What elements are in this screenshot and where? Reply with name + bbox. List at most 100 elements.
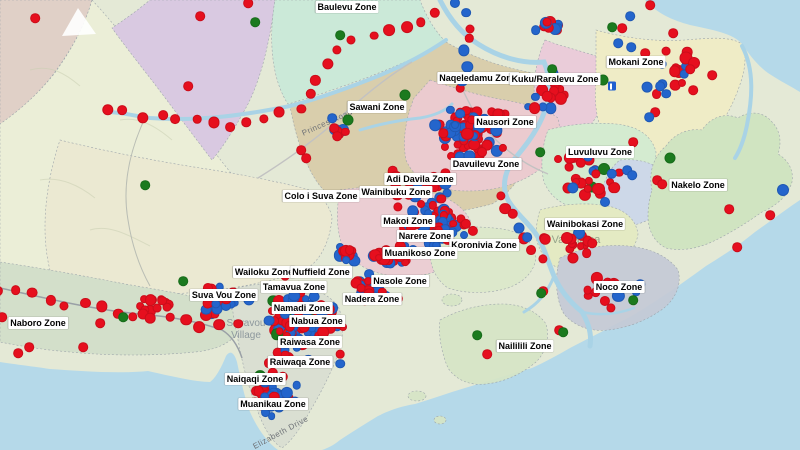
map-point-red[interactable] <box>145 313 156 324</box>
map-point-red[interactable] <box>549 85 560 96</box>
map-point-red[interactable] <box>298 321 310 333</box>
map-point-red[interactable] <box>599 296 610 307</box>
map-point-red[interactable] <box>305 88 317 100</box>
map-point-red[interactable] <box>572 178 581 187</box>
map-point-red[interactable] <box>401 21 414 34</box>
map-point-red[interactable] <box>441 142 450 151</box>
map-point-blue[interactable] <box>308 291 320 303</box>
map-point-blue[interactable] <box>303 328 312 337</box>
map-point-blue[interactable] <box>572 226 585 239</box>
map-point-red[interactable] <box>457 140 470 153</box>
map-point-red[interactable] <box>213 318 225 331</box>
map-point-red[interactable] <box>539 233 551 245</box>
map-point-red[interactable] <box>565 244 575 254</box>
map-point-blue[interactable] <box>644 112 654 122</box>
map-point-red[interactable] <box>453 140 463 150</box>
map-point-green[interactable] <box>586 181 598 193</box>
map-point-green[interactable] <box>535 147 545 157</box>
map-point-red[interactable] <box>651 89 662 100</box>
map-point-red[interactable] <box>339 323 348 332</box>
map-point-blue[interactable] <box>622 165 632 175</box>
map-point-green[interactable] <box>598 162 611 175</box>
map-point-blue[interactable] <box>406 205 419 218</box>
map-point-red[interactable] <box>652 175 662 185</box>
map-point-red[interactable] <box>542 90 553 102</box>
map-point-red[interactable] <box>608 181 621 194</box>
map-point-blue[interactable] <box>444 126 457 139</box>
map-point-red[interactable] <box>322 58 334 70</box>
map-point-blue[interactable] <box>312 322 324 333</box>
map-point-red[interactable] <box>78 342 88 352</box>
map-point-red[interactable] <box>258 382 270 395</box>
map-point-green[interactable] <box>250 17 260 27</box>
map-point-red[interactable] <box>95 318 105 328</box>
map-point-red[interactable] <box>617 23 627 33</box>
map-point-blue[interactable] <box>308 330 317 338</box>
map-point-blue[interactable] <box>530 25 541 35</box>
map-point-red[interactable] <box>707 70 717 80</box>
map-point-red[interactable] <box>487 107 497 117</box>
map-point-red[interactable] <box>26 287 38 299</box>
map-point-red[interactable] <box>45 295 57 306</box>
map-point-blue[interactable] <box>513 222 525 234</box>
map-point-blue[interactable] <box>451 131 463 142</box>
map-point-blue[interactable] <box>446 105 455 114</box>
map-point-green[interactable] <box>597 74 609 86</box>
map-point-red[interactable] <box>378 287 387 297</box>
map-point-red[interactable] <box>259 113 269 124</box>
map-point-blue[interactable] <box>211 299 221 309</box>
map-point-red[interactable] <box>128 312 138 322</box>
map-point-red[interactable] <box>80 298 91 309</box>
map-point-red[interactable] <box>241 117 251 127</box>
map-point-blue[interactable] <box>327 113 337 123</box>
map-point-red[interactable] <box>162 302 172 312</box>
map-point-red[interactable] <box>556 85 565 94</box>
map-point-blue[interactable] <box>777 184 789 196</box>
map-point-blue[interactable] <box>285 327 296 338</box>
map-point-red[interactable] <box>465 24 475 34</box>
map-point-green[interactable] <box>628 295 638 305</box>
map-point-red[interactable] <box>158 110 169 121</box>
map-point-blue[interactable] <box>424 209 432 218</box>
map-point-red[interactable] <box>152 303 162 313</box>
map-point-red[interactable] <box>606 303 616 313</box>
map-point-red[interactable] <box>166 312 175 322</box>
map-point-red[interactable] <box>429 182 440 192</box>
map-point-red[interactable] <box>528 102 541 114</box>
map-point-blue[interactable] <box>401 242 410 251</box>
map-point-red[interactable] <box>581 248 592 258</box>
map-point-blue[interactable] <box>211 303 223 315</box>
map-point-red[interactable] <box>536 84 549 97</box>
map-point-red[interactable] <box>346 35 356 45</box>
map-point-blue[interactable] <box>442 212 453 223</box>
map-point-blue[interactable] <box>301 295 310 303</box>
map-point-blue[interactable] <box>458 122 468 132</box>
map-point-red[interactable] <box>139 295 148 303</box>
map-point-red[interactable] <box>393 202 403 212</box>
map-point-blue[interactable] <box>292 381 301 390</box>
map-point-blue[interactable] <box>679 69 689 79</box>
map-point-red[interactable] <box>267 367 278 379</box>
map-point-red[interactable] <box>10 285 21 296</box>
map-point-red[interactable] <box>446 152 455 160</box>
map-point-red[interactable] <box>492 108 504 120</box>
map-point-red[interactable] <box>268 391 280 402</box>
map-point-red[interactable] <box>499 202 512 215</box>
map-point-blue[interactable] <box>522 232 532 242</box>
map-point-red[interactable] <box>273 106 285 118</box>
map-point-red[interactable] <box>657 179 667 189</box>
map-point-red[interactable] <box>332 131 342 141</box>
map-point-blue[interactable] <box>432 241 441 249</box>
map-point-red[interactable] <box>416 17 426 27</box>
map-point-blue[interactable] <box>626 42 636 52</box>
map-point-red[interactable] <box>765 210 775 220</box>
map-point-red[interactable] <box>685 64 695 74</box>
map-point-red[interactable] <box>575 177 587 189</box>
map-point-blue[interactable] <box>437 216 449 228</box>
map-point-blue[interactable] <box>439 224 450 235</box>
map-point-red[interactable] <box>296 145 306 155</box>
map-point-red[interactable] <box>169 114 180 125</box>
map-point-red[interactable] <box>583 184 592 193</box>
map-point-red[interactable] <box>688 85 698 95</box>
map-point-red[interactable] <box>324 323 336 334</box>
